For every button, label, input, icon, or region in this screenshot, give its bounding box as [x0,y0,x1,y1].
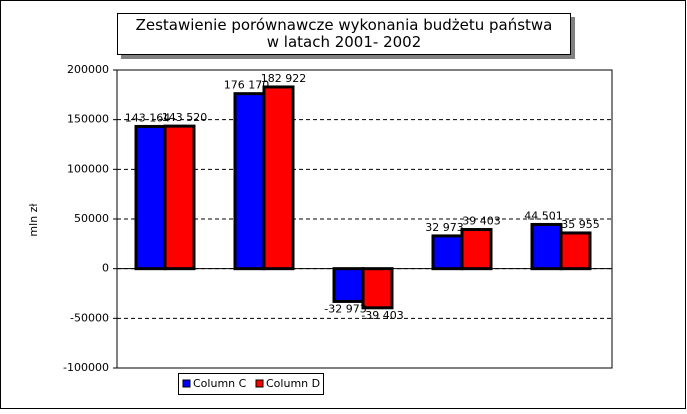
bar [332,267,365,303]
data-label: -32 973 [324,302,366,315]
bar [431,234,464,271]
bar [163,124,196,271]
bar [134,124,167,271]
data-label: 44 501 [524,209,563,222]
y-tick-label: -50000 [70,311,109,324]
y-tick-label: -100000 [63,361,109,374]
y-tick-label: 200000 [67,63,109,76]
bar [361,267,394,310]
data-label: -39 403 [361,309,403,322]
data-label: 143 164 [125,111,171,124]
title-box [117,13,571,55]
y-axis-label: mln zł [27,203,40,237]
legend-label: Column C [193,377,247,390]
legend-swatch [182,379,191,388]
bar [460,228,493,271]
plot-border [116,69,613,369]
bar [530,222,563,271]
data-label: 39 403 [462,215,501,228]
legend-box [178,373,324,395]
y-tick-label: 100000 [67,162,109,175]
bar [233,92,266,271]
y-tick-label: 0 [102,262,109,275]
data-label: 143 520 [162,111,208,124]
data-label: 176 170 [224,79,270,92]
legend-label: Column D [266,377,320,390]
y-tick-label: 50000 [74,212,109,225]
bar [262,85,295,271]
y-tick-label: 150000 [67,113,109,126]
data-label: 32 973 [425,221,464,234]
bar [559,231,592,271]
chart-title: Zestawienie porównawcze wykonania budżet… [136,16,553,51]
data-label: 182 922 [261,72,307,85]
data-label: 35 955 [561,218,600,231]
legend-swatch [255,379,264,388]
